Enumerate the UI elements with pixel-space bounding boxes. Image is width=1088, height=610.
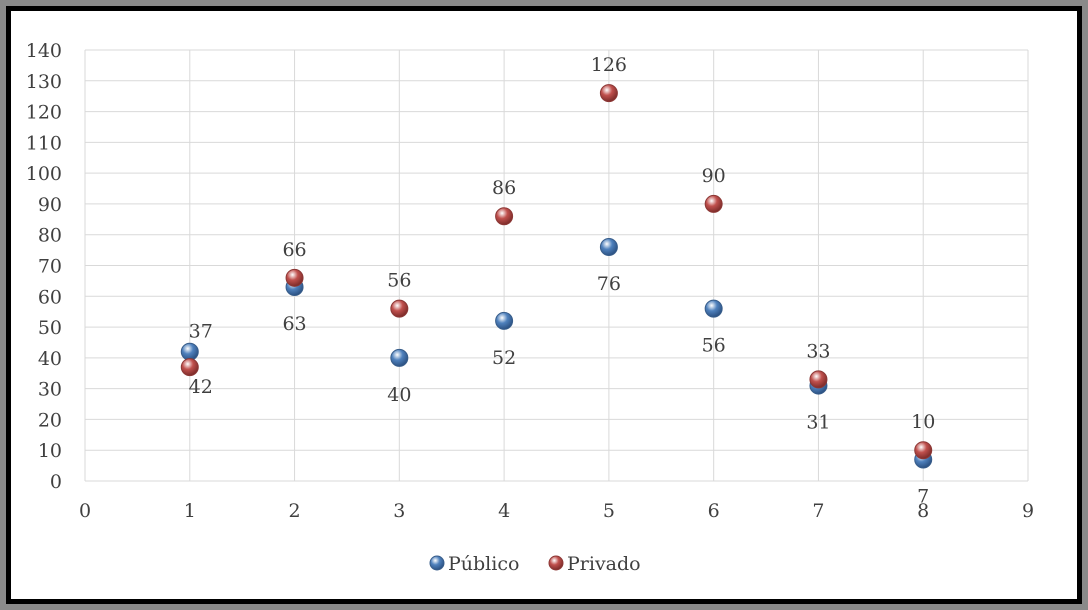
point-publico	[180, 342, 199, 361]
point-privado	[285, 268, 304, 287]
x-tick-label: 9	[1022, 500, 1034, 522]
y-tick-label: 90	[38, 194, 62, 216]
legend-marker-publico	[429, 555, 445, 571]
x-tick-label: 0	[79, 500, 91, 522]
data-label: 63	[282, 313, 306, 335]
y-axis-ticks: 0 10 20 30 40 50 60 70 80 90 100 110 120 130 140	[26, 40, 62, 493]
data-label: 56	[387, 270, 411, 292]
data-points	[180, 84, 933, 469]
y-tick-label: 50	[38, 317, 62, 339]
gridlines	[84, 49, 1029, 482]
chart-border	[6, 6, 1082, 604]
point-privado	[495, 207, 514, 226]
legend-marker-privado	[548, 555, 564, 571]
data-label: 86	[492, 177, 516, 199]
y-tick-label: 120	[26, 102, 62, 124]
data-label: 10	[911, 411, 935, 433]
y-tick-label: 80	[38, 225, 62, 247]
data-label: 76	[597, 273, 621, 295]
x-tick-label: 2	[289, 500, 301, 522]
chart-area	[11, 11, 1077, 599]
point-privado	[914, 441, 933, 460]
data-label: 126	[591, 54, 627, 76]
data-label: 7	[917, 485, 929, 507]
data-label: 37	[189, 321, 213, 343]
x-tick-label: 4	[498, 500, 510, 522]
point-publico	[599, 238, 618, 257]
data-label: 33	[806, 340, 830, 362]
data-label: 90	[702, 165, 726, 187]
point-privado	[809, 370, 828, 389]
data-label: 56	[702, 335, 726, 357]
point-publico	[390, 348, 409, 367]
y-tick-label: 40	[38, 348, 62, 370]
point-privado	[180, 358, 199, 377]
data-label: 40	[387, 384, 411, 406]
x-tick-label: 6	[708, 500, 720, 522]
legend: Público Privado	[429, 553, 641, 575]
y-tick-label: 20	[38, 409, 62, 431]
x-tick-label: 5	[603, 500, 615, 522]
y-tick-label: 30	[38, 379, 62, 401]
y-tick-label: 140	[26, 40, 62, 62]
x-tick-label: 3	[393, 500, 405, 522]
point-privado	[599, 84, 618, 103]
x-tick-label: 7	[812, 500, 824, 522]
point-privado	[390, 299, 409, 318]
data-label: 52	[492, 347, 516, 369]
y-tick-label: 0	[50, 471, 62, 493]
data-labels: 42 63 40 52 76 56 31 7 37 66 56 86 126 90 33 10	[189, 54, 936, 507]
legend-label: Público	[448, 553, 519, 575]
data-label: 66	[282, 239, 306, 261]
y-tick-label: 70	[38, 256, 62, 278]
point-publico	[495, 311, 514, 330]
point-publico	[704, 299, 723, 318]
x-axis-ticks: 0 1 2 3 4 5 6 7 8 9	[79, 500, 1034, 522]
y-tick-label: 10	[38, 440, 62, 462]
point-privado	[704, 194, 723, 213]
y-tick-label: 110	[26, 132, 62, 154]
y-tick-label: 100	[26, 163, 62, 185]
y-tick-label: 60	[38, 286, 62, 308]
x-tick-label: 1	[184, 500, 196, 522]
legend-label: Privado	[567, 553, 641, 575]
data-label: 42	[189, 376, 213, 398]
y-tick-label: 130	[26, 71, 62, 93]
x-tick-label: 8	[917, 500, 929, 522]
data-label: 31	[806, 412, 830, 434]
